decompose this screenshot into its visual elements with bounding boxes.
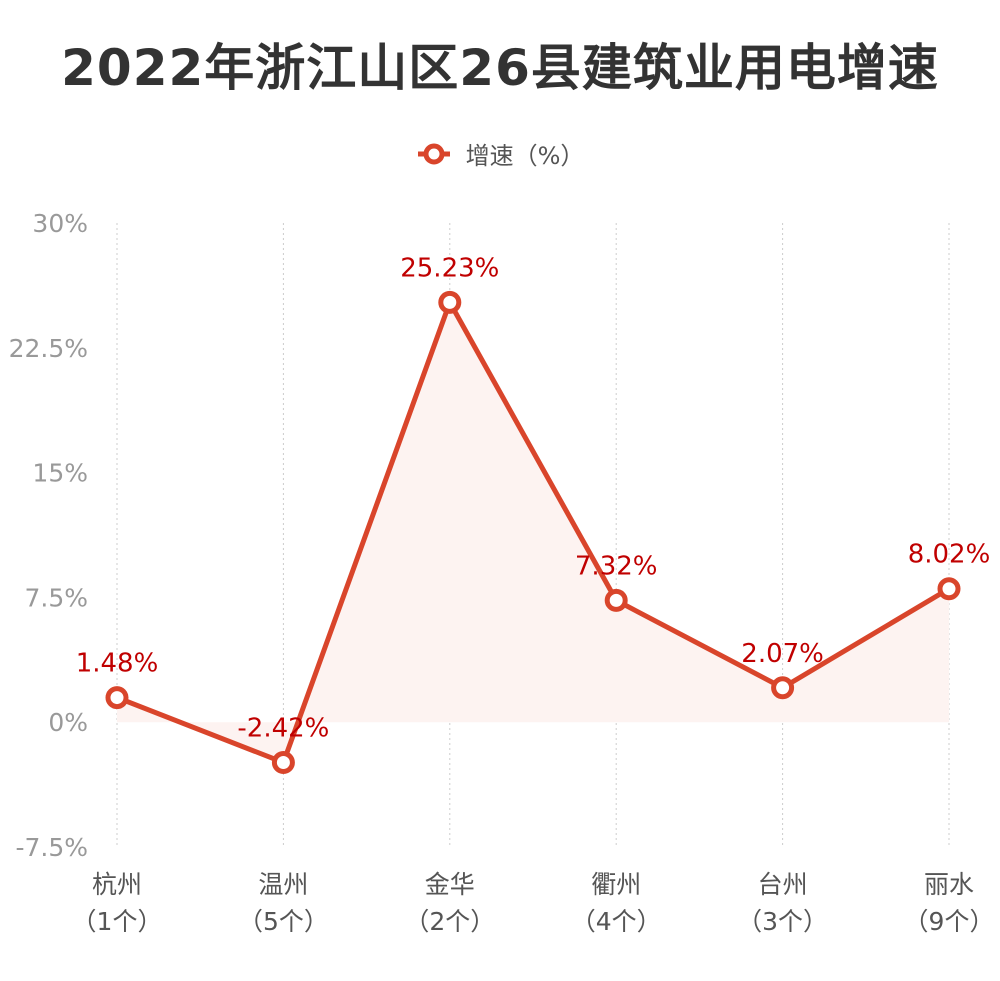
area-fill	[117, 302, 949, 763]
data-label: -2.42%	[237, 713, 329, 743]
x-tick-label: 台州	[758, 870, 808, 899]
x-tick-sublabel: （5个）	[238, 907, 329, 936]
data-point	[771, 676, 795, 700]
data-label: 8.02%	[908, 540, 991, 570]
data-label: 1.48%	[76, 649, 159, 679]
x-tick-label: 金华	[425, 870, 475, 899]
data-point	[937, 577, 961, 601]
x-tick-sublabel: （2个）	[404, 907, 495, 936]
legend-marker-icon	[417, 143, 450, 164]
data-point	[105, 686, 129, 710]
data-label: 7.32%	[575, 551, 658, 581]
legend[interactable]: 增速（%）	[0, 136, 1000, 171]
data-point	[604, 588, 628, 612]
x-tick-label: 丽水	[924, 870, 974, 899]
chart-title: 2022年浙江山区26县建筑业用电增速	[61, 39, 939, 97]
x-tick-label: 杭州	[92, 870, 142, 899]
y-tick-label: 7.5%	[24, 583, 88, 612]
y-tick-label: 30%	[32, 209, 88, 238]
x-tick-label: 温州	[258, 870, 308, 899]
y-tick-label: 22.5%	[9, 334, 88, 363]
data-point	[271, 750, 295, 774]
data-label: 2.07%	[741, 639, 824, 669]
y-tick-label: 15%	[32, 459, 88, 488]
x-tick-sublabel: （3个）	[737, 907, 828, 936]
x-tick-sublabel: （1个）	[72, 907, 163, 936]
legend-label: 增速（%）	[465, 142, 585, 170]
x-tick-sublabel: （9个）	[904, 907, 995, 936]
data-point	[438, 290, 462, 314]
x-tick-sublabel: （4个）	[571, 907, 662, 936]
series-line	[116, 299, 951, 765]
data-label: 25.23%	[400, 253, 499, 283]
y-tick-label: -7.5%	[15, 833, 88, 862]
x-tick-label: 衢州	[591, 870, 641, 899]
y-tick-label: 0%	[48, 708, 88, 737]
